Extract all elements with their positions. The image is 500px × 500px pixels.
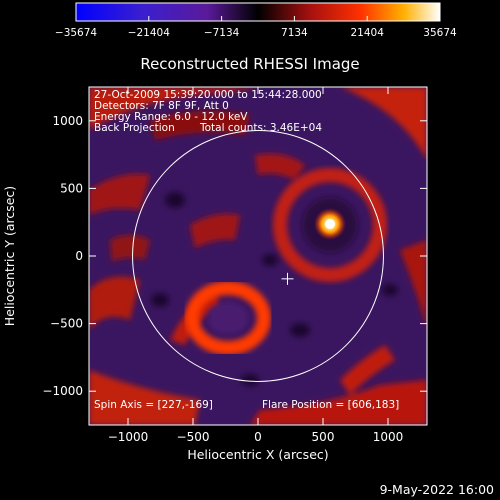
spin-axis-text: Spin Axis = [227,-169] — [94, 399, 213, 411]
heatmap-image — [89, 87, 427, 425]
energy-range-text: Energy Range: 6.0 - 12.0 keV — [94, 111, 248, 123]
colorbar-ticks: −35674 −21404 −7134 7134 21404 35674 — [55, 16, 457, 39]
flare-position-text: Flare Position = [606,183] — [262, 399, 399, 411]
solar-limb — [132, 130, 384, 382]
time-range-text: 27-Oct-2009 15:39:20.000 to 15:44:28.000 — [94, 89, 322, 101]
x-tick-label: −1000 — [108, 430, 149, 444]
footer-date: 9-May-2022 16:00 — [380, 482, 494, 497]
x-tick-label: 0 — [254, 430, 262, 444]
colorbar — [75, 2, 441, 22]
y-tick-label: 1000 — [52, 114, 83, 128]
annotation-block: 27-Oct-2009 15:39:20.000 to 15:44:28.000… — [94, 89, 322, 134]
y-axis-label: Heliocentric Y (arcsec) — [2, 186, 17, 326]
total-counts-text: Total counts: 3.46E+04 — [199, 122, 322, 134]
y-tick-label: −500 — [50, 317, 83, 331]
spin-axis-marker — [281, 272, 294, 285]
y-tick-label: −1000 — [42, 384, 83, 398]
y-tick-label: 500 — [60, 181, 83, 195]
x-tick-label: −500 — [177, 430, 210, 444]
x-tick-label: 1000 — [373, 430, 404, 444]
x-tick-label: 500 — [312, 430, 335, 444]
detectors-text: Detectors: 7F 8F 9F, Att 0 — [94, 100, 229, 112]
axis-ticks: −1000 −500 0 500 1000 −1000 −500 0 500 1000 — [42, 87, 427, 444]
chart-title: Reconstructed RHESSI Image — [140, 55, 359, 73]
x-axis-label: Heliocentric X (arcsec) — [187, 447, 328, 462]
colorbar-tick-label: 21404 — [350, 27, 384, 39]
colorbar-tick-label: −35674 — [55, 27, 98, 39]
colorbar-tick-label: 35674 — [423, 27, 457, 39]
colorbar-tick-label: −21404 — [128, 27, 171, 39]
colorbar-tick-label: −7134 — [204, 27, 240, 39]
method-text: Back Projection — [94, 122, 175, 134]
colorbar-tick-label: 7134 — [281, 27, 308, 39]
y-tick-label: 0 — [75, 249, 83, 263]
